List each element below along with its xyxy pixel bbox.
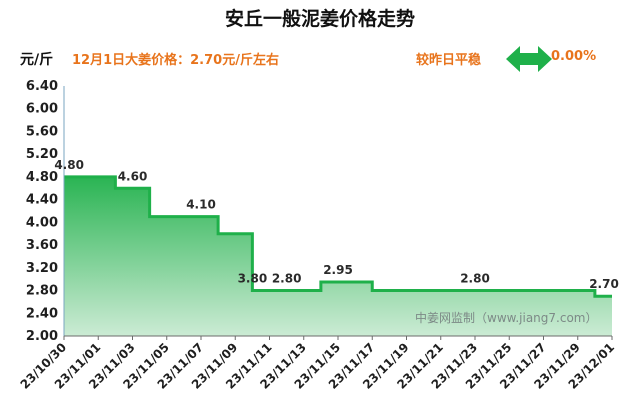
y-tick-label: 6.00 xyxy=(26,102,58,117)
price-note: 12月1日大姜价格：2.70元/斤左右 xyxy=(72,53,279,68)
data-label: 3.80 xyxy=(238,272,268,286)
y-tick-label: 5.60 xyxy=(26,124,58,139)
y-tick-label: 2.80 xyxy=(26,284,58,299)
y-tick-label: 3.60 xyxy=(26,238,58,253)
data-label: 2.70 xyxy=(589,277,619,291)
watermark: 中姜网监制（www.jiang7.com） xyxy=(415,311,598,325)
data-label: 2.80 xyxy=(460,272,490,286)
compare-label: 较昨日平稳 xyxy=(416,53,482,68)
y-tick-label: 4.80 xyxy=(26,170,58,185)
data-label: 4.80 xyxy=(54,158,84,172)
y-tick-label: 2.00 xyxy=(26,329,58,344)
y-tick-label: 6.40 xyxy=(26,79,58,94)
chart-title: 安丘一般泥姜价格走势 xyxy=(224,8,415,30)
y-tick-label: 2.40 xyxy=(26,306,58,321)
compare-value: 0.00% xyxy=(551,49,597,64)
data-label: 4.60 xyxy=(118,169,148,183)
y-tick-label: 5.20 xyxy=(26,147,58,162)
y-tick-label: 3.20 xyxy=(26,261,58,276)
data-label: 2.80 xyxy=(272,272,302,286)
y-tick-label: 4.00 xyxy=(26,215,58,230)
data-label: 2.95 xyxy=(323,263,353,277)
y-tick-label: 4.40 xyxy=(26,193,58,208)
series-line xyxy=(64,175,612,298)
double-arrow-icon xyxy=(506,46,552,72)
data-label: 4.10 xyxy=(186,198,216,212)
y-axis-unit: 元/斤 xyxy=(20,52,54,68)
